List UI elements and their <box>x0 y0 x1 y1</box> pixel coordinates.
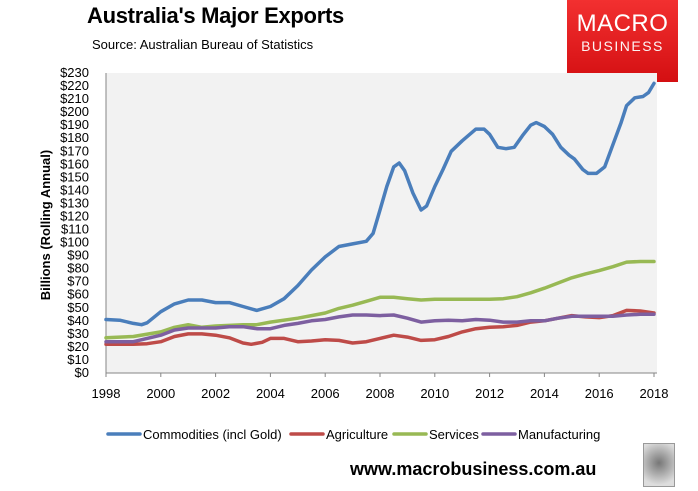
x-tick-label: 2002 <box>201 386 230 401</box>
y-tick-label: $90 <box>67 248 89 263</box>
y-tick-label: $190 <box>60 117 89 132</box>
legend-label: Manufacturing <box>518 427 600 442</box>
y-tick-label: $230 <box>60 65 89 80</box>
x-tick-label: 2010 <box>420 386 449 401</box>
y-tick-label: $50 <box>67 300 89 315</box>
logo-line2: BUSINESS <box>581 38 664 54</box>
y-tick-label: $130 <box>60 195 89 210</box>
macrobusiness-logo: MACRO BUSINESS <box>567 0 678 82</box>
x-tick-label: 2014 <box>530 386 559 401</box>
y-tick-label: $150 <box>60 169 89 184</box>
plot-area <box>106 73 657 373</box>
y-tick-label: $120 <box>60 208 89 223</box>
website-text: www.macrobusiness.com.au <box>350 459 597 479</box>
series-line-manufacturing <box>104 312 656 344</box>
y-tick-label: $30 <box>67 326 89 341</box>
legend-item: Commodities (incl Gold) <box>106 427 282 442</box>
y-tick-label: $170 <box>60 143 89 158</box>
x-tick-label: 2012 <box>475 386 504 401</box>
x-tick-label: 2000 <box>146 386 175 401</box>
legend-label: Agriculture <box>326 427 388 442</box>
y-tick-label: $160 <box>60 156 89 171</box>
x-tick-label: 2006 <box>311 386 340 401</box>
y-tick-label: $210 <box>60 91 89 106</box>
chart-subtitle: Source: Australian Bureau of Statistics <box>92 37 314 52</box>
legend-item: Manufacturing <box>481 427 600 442</box>
wolf-head-icon <box>643 443 675 487</box>
y-tick-label: $200 <box>60 104 89 119</box>
y-tick-label: $80 <box>67 261 89 276</box>
legend-label: Commodities (incl Gold) <box>143 427 282 442</box>
x-tick-label: 2008 <box>366 386 395 401</box>
legend-item: Agriculture <box>289 427 388 442</box>
chart-title: Australia's Major Exports <box>87 3 344 28</box>
y-tick-label: $60 <box>67 287 89 302</box>
logo-line1: MACRO <box>576 10 669 37</box>
legend-label: Services <box>429 427 479 442</box>
y-tick-label: $220 <box>60 78 89 93</box>
y-axis-title: Billions (Rolling Annual) <box>38 150 53 300</box>
y-tick-label: $0 <box>75 365 89 380</box>
y-tick-label: $70 <box>67 274 89 289</box>
y-tick-label: $20 <box>67 339 89 354</box>
series-line-commodities-incl-gold <box>104 81 656 327</box>
x-tick-label: 2016 <box>585 386 614 401</box>
y-tick-label: $140 <box>60 182 89 197</box>
x-tick-label: 2018 <box>640 386 669 401</box>
x-tick-label: 1998 <box>92 386 121 401</box>
y-tick-label: $180 <box>60 130 89 145</box>
x-tick-label: 2004 <box>256 386 285 401</box>
legend-item: Services <box>392 427 479 442</box>
y-tick-label: $110 <box>61 222 89 237</box>
y-tick-label: $40 <box>67 313 89 328</box>
y-tick-label: $100 <box>60 235 89 250</box>
y-tick-label: $10 <box>67 352 89 367</box>
